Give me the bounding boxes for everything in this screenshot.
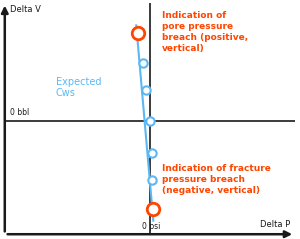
- Text: 0 bbl: 0 bbl: [10, 108, 29, 117]
- Text: Indication of
pore pressure
breach (positive,
vertical): Indication of pore pressure breach (posi…: [162, 11, 248, 53]
- Text: 0 psi: 0 psi: [142, 222, 161, 231]
- Text: Expected
Cws: Expected Cws: [56, 77, 101, 98]
- Text: Delta V: Delta V: [10, 5, 41, 14]
- Text: Indication of fracture
pressure breach
(negative, vertical): Indication of fracture pressure breach (…: [162, 164, 271, 196]
- Text: Delta P: Delta P: [260, 220, 290, 228]
